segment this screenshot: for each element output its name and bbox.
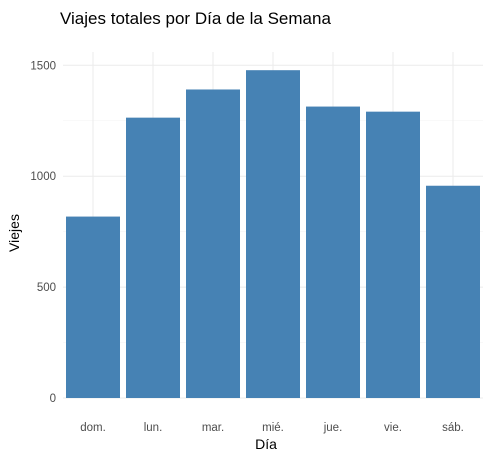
y-axis-title: Viejes: [6, 214, 22, 252]
x-tick-label: dom.: [80, 422, 106, 434]
x-tick-label: sáb.: [442, 422, 464, 434]
bar-6: [366, 111, 420, 399]
x-tick-label: mié.: [262, 422, 284, 434]
y-tick-label: 1000: [30, 171, 56, 183]
x-tick-label: mar.: [202, 422, 224, 434]
x-tick-label: lun.: [144, 422, 163, 434]
x-tick-label: jue.: [323, 422, 343, 434]
bar-1: [66, 216, 120, 398]
bar-3: [186, 89, 240, 398]
x-axis-title: Día: [255, 436, 277, 452]
y-tick-labels: 0 500 1000 1500: [30, 60, 56, 405]
y-tick-label: 1500: [30, 60, 56, 72]
y-tick-label: 500: [37, 282, 56, 294]
x-tick-label: vie.: [384, 422, 402, 434]
bar-7: [426, 185, 480, 398]
y-tick-label: 0: [50, 393, 56, 405]
x-tick-labels: dom. lun. mar. mié. jue. vie. sáb.: [80, 422, 464, 434]
chart-title: Viajes totales por Día de la Semana: [60, 9, 331, 28]
bars: [66, 70, 480, 399]
bar-4: [246, 70, 300, 398]
bar-2: [126, 117, 180, 399]
bar-5: [306, 106, 360, 399]
